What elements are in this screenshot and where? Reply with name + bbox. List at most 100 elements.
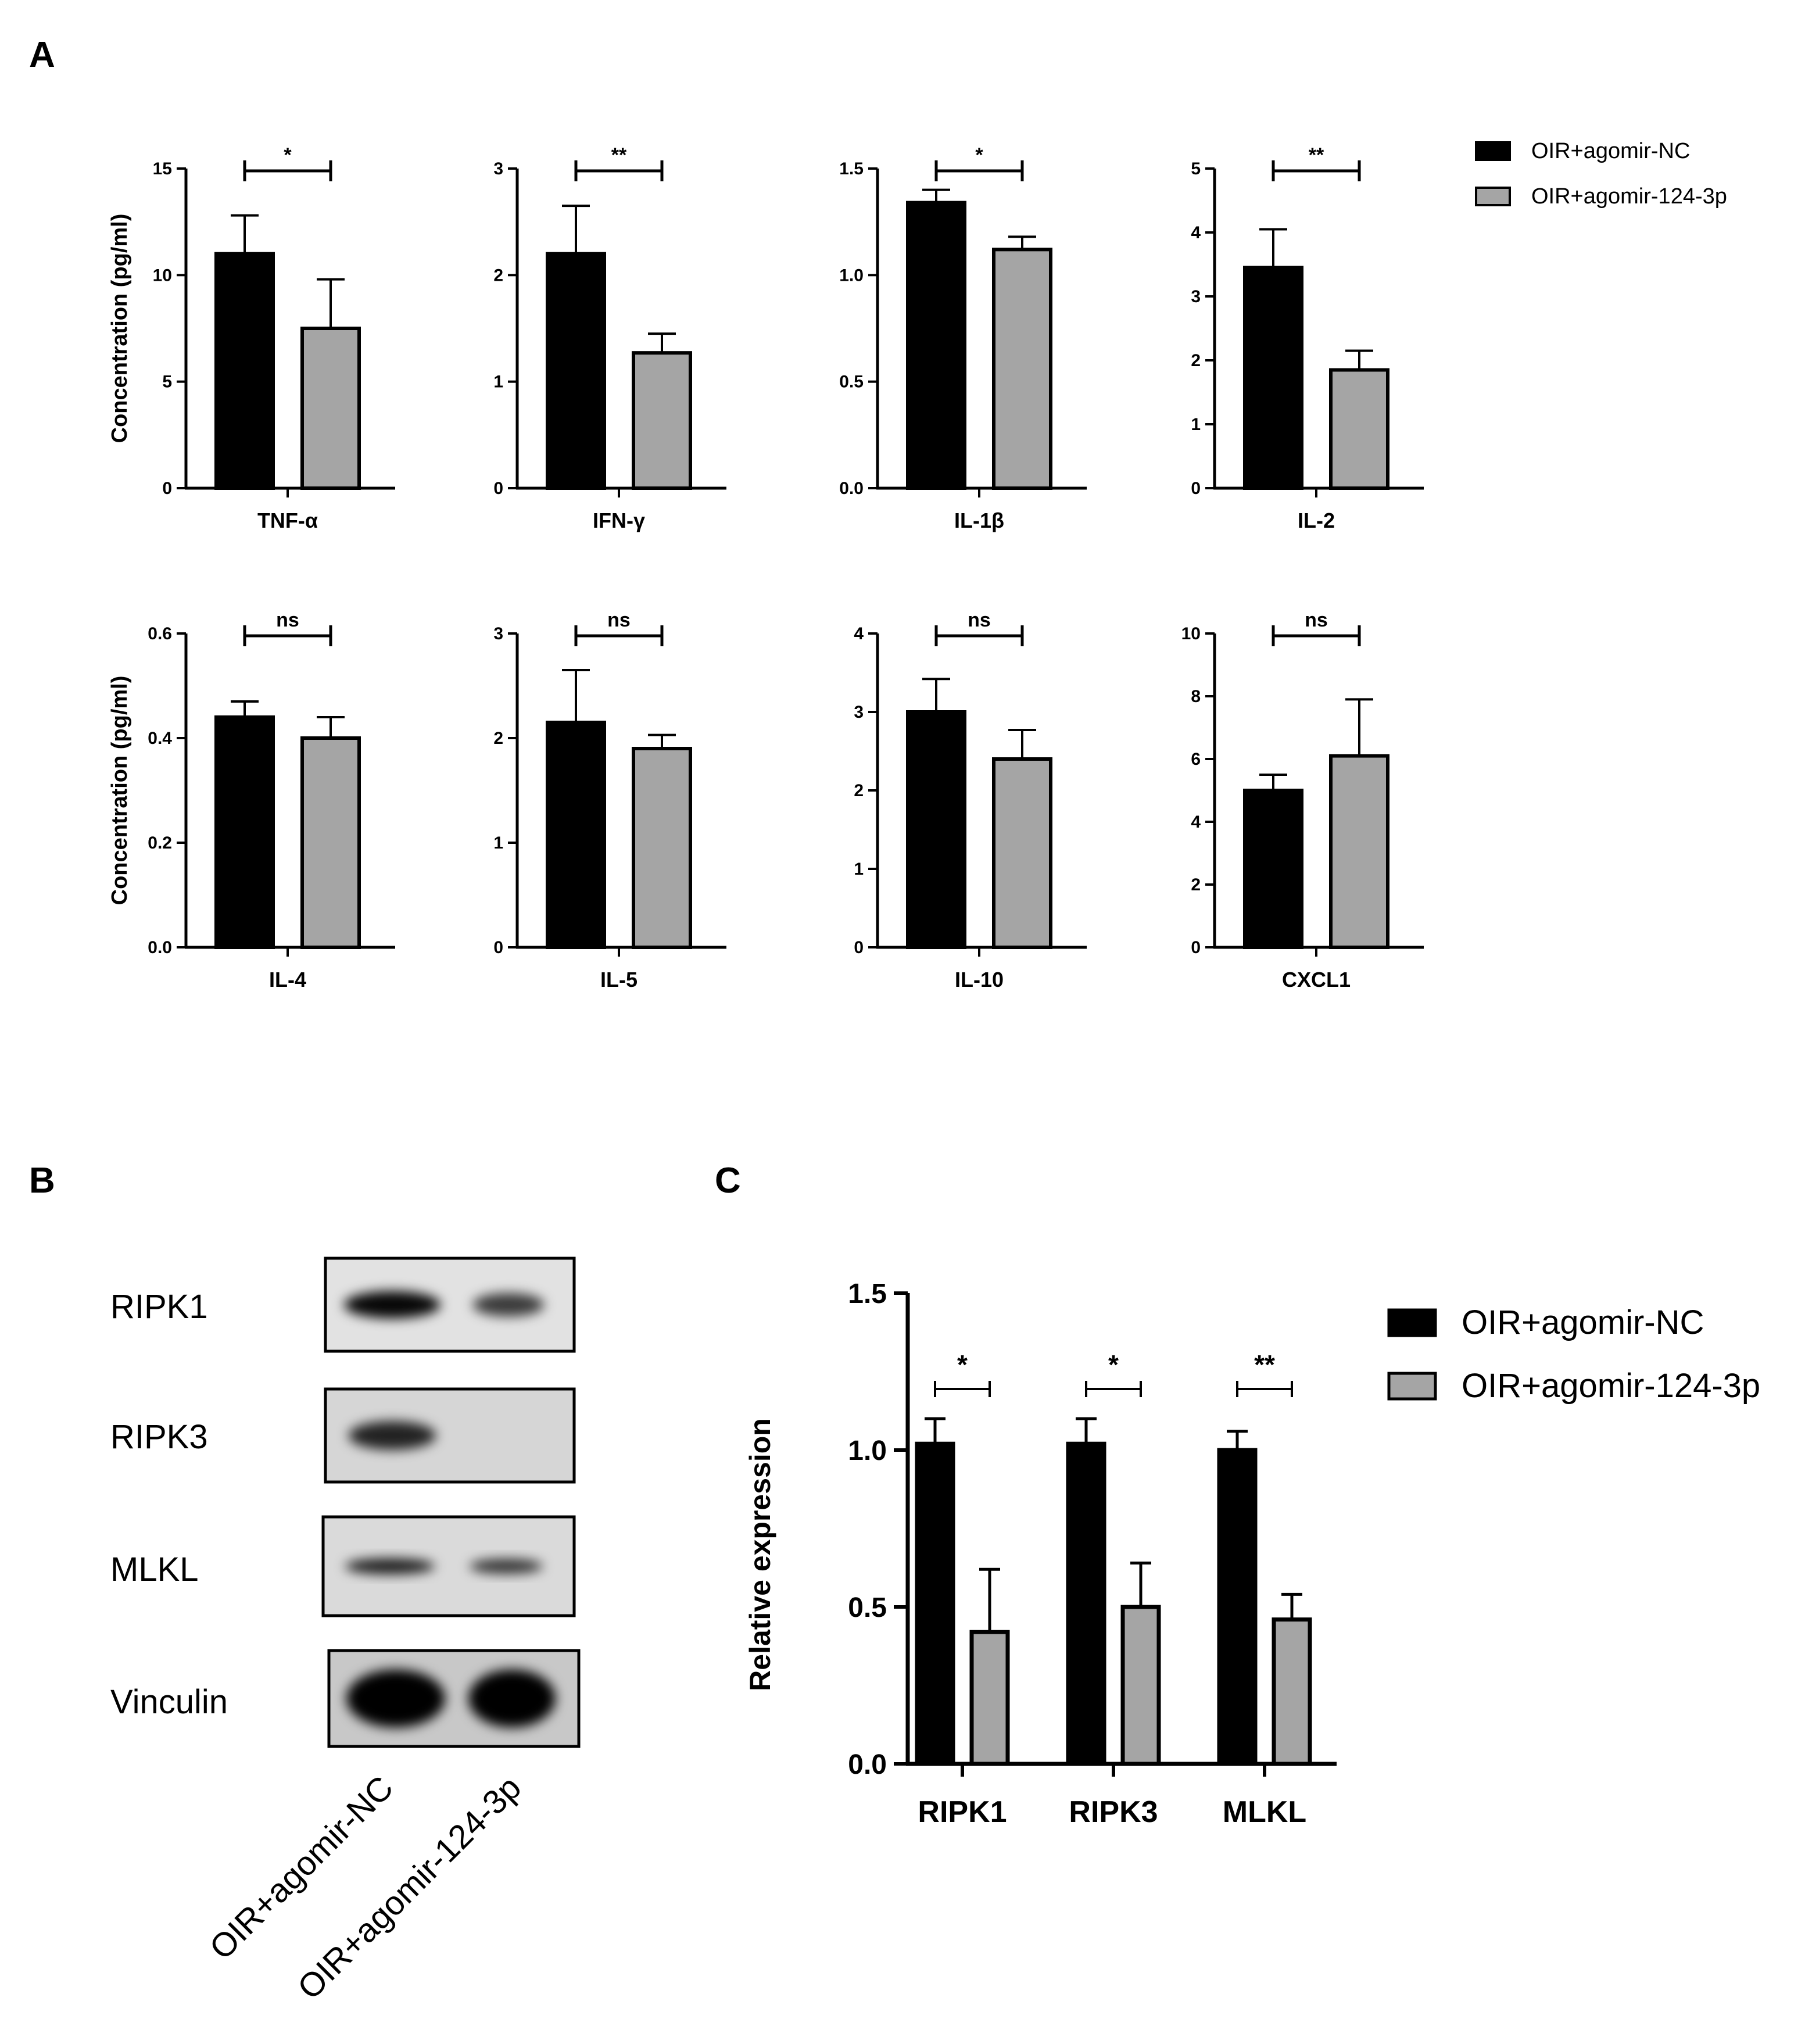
blot-row-Vinculin: Vinculin xyxy=(110,1649,581,1748)
y-tick-label: 0.0 xyxy=(848,1749,887,1780)
lane-label: OIR+agomir-124-3p xyxy=(291,1769,529,2007)
category-label: RIPK3 xyxy=(1069,1795,1158,1829)
blot-band xyxy=(472,1293,545,1317)
bar-MLKL-1 xyxy=(1272,1617,1312,1766)
bar-IL-2-0 xyxy=(1243,266,1303,490)
bar-IL-1β-1 xyxy=(992,248,1052,490)
y-tick-label: 0 xyxy=(854,938,864,957)
bar-IL-10-0 xyxy=(906,710,966,949)
significance-label: ns xyxy=(607,609,631,631)
significance-label: ** xyxy=(1254,1349,1275,1380)
bar-RIPK3-1 xyxy=(1120,1605,1161,1766)
group-RIPK3: * RIPK3 xyxy=(1066,1349,1161,1829)
bar-CXCL1-1 xyxy=(1329,754,1389,949)
panel-c-chart: * RIPK1 * RIPK3 ** MLKL 0.0 0.5 1.0 1.5 Relative e… xyxy=(744,1279,1337,1829)
bar-RIPK3-0 xyxy=(1066,1441,1106,1766)
significance-label: * xyxy=(957,1349,968,1380)
y-tick-label: 1.0 xyxy=(848,1436,887,1466)
chart-IL-10: 0 1 2 3 4 IL-10 ns xyxy=(854,609,1087,991)
y-tick-label: 0.0 xyxy=(148,938,172,957)
significance-label: ns xyxy=(276,609,299,631)
y-tick-label: 0.4 xyxy=(148,729,172,748)
significance-label: ** xyxy=(611,144,627,166)
bar-TNF-α-1 xyxy=(300,327,361,490)
y-axis-label: Concentration (pg/ml) xyxy=(108,676,132,905)
y-tick-label: 2 xyxy=(493,266,503,285)
blot-band xyxy=(343,1291,441,1319)
blot-label: Vinculin xyxy=(110,1683,228,1721)
y-tick-label: 2 xyxy=(493,729,503,748)
category-label: IL-10 xyxy=(955,968,1004,991)
significance-label: * xyxy=(284,144,292,166)
category-label: IL-2 xyxy=(1298,509,1335,532)
bar-IL-10-1 xyxy=(992,757,1052,949)
panel-label-b: B xyxy=(29,1161,55,1201)
bar-TNF-α-0 xyxy=(214,252,275,490)
bar-IL-1β-0 xyxy=(906,201,966,490)
significance-label: ns xyxy=(968,609,991,631)
legend-swatch-124 xyxy=(1475,187,1511,206)
blot-band xyxy=(348,1421,436,1450)
y-tick-label: 1 xyxy=(493,373,503,392)
chart-IL-4: 0.0 0.2 0.4 0.6 IL-4 ns Concentration (pg/ml) xyxy=(108,609,395,991)
blot-band xyxy=(345,1558,435,1574)
blot-band xyxy=(468,1669,556,1728)
group-MLKL: ** MLKL xyxy=(1217,1349,1312,1829)
category-label: IL-1β xyxy=(954,509,1004,532)
y-tick-label: 5 xyxy=(162,373,172,392)
bar-IL-5-1 xyxy=(632,747,692,949)
blot-row-MLKL: MLKL xyxy=(110,1515,576,1617)
bar-IL-2-1 xyxy=(1329,368,1389,490)
category-label: TNF-α xyxy=(257,509,318,532)
chart-IL-5: 0 1 2 3 IL-5 ns xyxy=(493,609,726,991)
panel-c-legend: OIR+agomir-NC OIR+agomir-124-3p xyxy=(1387,1304,1760,1405)
bar-CXCL1-0 xyxy=(1243,789,1303,949)
y-tick-label: 1 xyxy=(1191,415,1201,434)
legend-c-swatch-124 xyxy=(1387,1372,1437,1401)
bar-IL-4-0 xyxy=(214,715,275,949)
legend-label-nc: OIR+agomir-NC xyxy=(1531,139,1690,163)
significance-label: ** xyxy=(1309,144,1324,166)
legend-label-124: OIR+agomir-124-3p xyxy=(1531,184,1727,209)
bar-IL-5-0 xyxy=(546,721,606,949)
y-tick-label: 6 xyxy=(1191,750,1201,769)
significance-label: * xyxy=(975,144,983,166)
panel-label-a: A xyxy=(29,35,55,75)
bar-IL-4-1 xyxy=(300,736,361,949)
bar-MLKL-0 xyxy=(1217,1448,1258,1766)
significance-label: ns xyxy=(1305,609,1328,631)
category-label: IL-4 xyxy=(269,968,306,991)
y-tick-label: 10 xyxy=(1181,624,1201,643)
y-tick-label: 0.6 xyxy=(148,624,172,643)
y-tick-label: 4 xyxy=(854,624,864,643)
y-tick-label: 3 xyxy=(493,159,503,178)
legend-c-label-124: OIR+agomir-124-3p xyxy=(1462,1367,1760,1405)
category-label: CXCL1 xyxy=(1282,968,1351,991)
panel-a-legend: OIR+agomir-NC OIR+agomir-124-3p xyxy=(1475,139,1727,209)
group-RIPK1: * RIPK1 xyxy=(915,1349,1010,1829)
y-tick-label: 0 xyxy=(1191,479,1201,498)
chart-IL-2: 0 1 2 3 4 5 IL-2 ** xyxy=(1191,144,1424,532)
y-tick-label: 1 xyxy=(854,860,864,879)
y-tick-label: 2 xyxy=(854,781,864,800)
category-label: RIPK1 xyxy=(918,1795,1007,1829)
y-tick-label: 4 xyxy=(1191,812,1201,832)
category-label: IL-5 xyxy=(600,968,638,991)
y-tick-label: 1.0 xyxy=(839,266,864,285)
y-axis-label: Concentration (pg/ml) xyxy=(108,214,132,443)
y-tick-label: 0.5 xyxy=(839,373,864,392)
y-tick-label: 3 xyxy=(1191,287,1201,306)
y-tick-label: 0 xyxy=(493,479,503,498)
y-tick-label: 0.0 xyxy=(839,479,864,498)
chart-IFN-γ: 0 1 2 3 IFN-γ ** xyxy=(493,144,726,532)
y-tick-label: 0.5 xyxy=(848,1592,887,1623)
blot-band xyxy=(469,1559,543,1574)
chart-CXCL1: 0 2 4 6 8 10 CXCL1 ns xyxy=(1181,609,1424,991)
y-tick-label: 3 xyxy=(854,703,864,722)
y-tick-label: 5 xyxy=(1191,159,1201,178)
bar-RIPK1-0 xyxy=(915,1441,955,1766)
bar-RIPK1-1 xyxy=(969,1630,1010,1766)
significance-label: * xyxy=(1108,1349,1119,1380)
y-tick-label: 1 xyxy=(493,833,503,853)
